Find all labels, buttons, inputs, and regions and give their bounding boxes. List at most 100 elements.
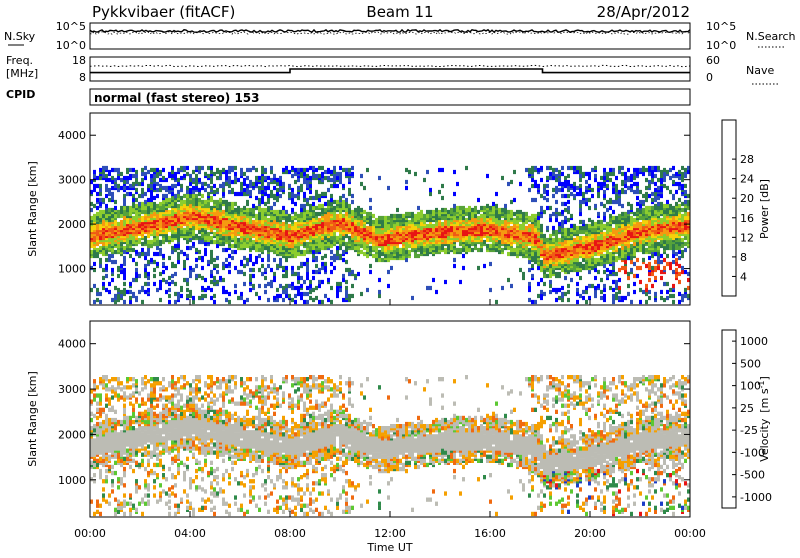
power-cell — [579, 220, 582, 224]
power-cell — [189, 294, 192, 298]
power-cell — [315, 256, 318, 260]
power-cell — [105, 166, 108, 170]
power-cell — [312, 196, 315, 200]
power-cell — [498, 208, 501, 212]
power-cell — [603, 254, 606, 258]
power-cell — [147, 252, 150, 256]
power-cell — [189, 174, 192, 178]
power-cell — [132, 278, 135, 282]
power-cell — [198, 166, 201, 170]
power-cell — [618, 286, 621, 290]
power-cell — [210, 236, 213, 240]
power-cell — [375, 258, 378, 262]
power-cell — [243, 272, 246, 276]
power-cell — [618, 252, 621, 256]
power-cell — [201, 256, 204, 260]
power-cell — [258, 206, 261, 210]
power-cell — [276, 198, 279, 202]
power-cell — [120, 270, 123, 274]
power-cell — [354, 220, 357, 224]
power-cell — [93, 262, 96, 266]
power-cell — [279, 194, 282, 198]
power-cell — [246, 262, 249, 266]
power-cell — [531, 224, 534, 228]
power-cell — [117, 294, 120, 298]
power-cell — [504, 204, 507, 208]
power-cell — [171, 166, 174, 170]
power-cell — [237, 238, 240, 242]
power-cell — [567, 218, 570, 222]
power-cell — [231, 188, 234, 192]
power-cell — [213, 240, 216, 244]
power-cell — [312, 254, 315, 258]
power-cell — [216, 176, 219, 180]
power-cell — [378, 250, 381, 254]
power-cell — [342, 274, 345, 278]
power-cell — [162, 278, 165, 282]
power-cell — [378, 290, 381, 294]
power-cell — [108, 208, 111, 212]
power-cell — [144, 172, 147, 176]
power-cell — [309, 166, 312, 170]
power-cell — [591, 284, 594, 288]
power-cell — [390, 214, 393, 218]
power-cell — [426, 286, 429, 290]
power-cell — [594, 290, 597, 294]
power-cell — [459, 248, 462, 252]
power-cell — [543, 196, 546, 200]
power-cell — [414, 214, 417, 218]
power-cell — [204, 172, 207, 176]
power-cell — [117, 210, 120, 214]
power-cell — [258, 190, 261, 194]
power-cell — [381, 252, 384, 256]
power-cell — [435, 290, 438, 294]
power-cell — [306, 300, 309, 304]
power-cell — [93, 188, 96, 192]
power-cell — [375, 230, 378, 234]
power-cell — [129, 206, 132, 210]
power-cell — [216, 244, 219, 248]
power-cell — [273, 250, 276, 254]
power-cell — [552, 288, 555, 292]
power-cell — [132, 258, 135, 262]
power-cell — [192, 232, 195, 236]
power-cell — [129, 192, 132, 196]
power-cell — [255, 206, 258, 210]
power-cell — [153, 282, 156, 286]
power-cell — [126, 176, 129, 180]
power-cell — [144, 268, 147, 272]
power-cell — [426, 244, 429, 248]
power-cell — [339, 234, 342, 238]
power-cell — [582, 296, 585, 300]
power-cell — [585, 186, 588, 190]
power-cell — [261, 190, 264, 194]
power-cell — [330, 262, 333, 266]
power-cell — [369, 226, 372, 230]
power-cell — [129, 174, 132, 178]
power-cell — [294, 226, 297, 230]
power-cell — [99, 264, 102, 268]
power-cell — [630, 268, 633, 272]
power-cell — [237, 270, 240, 274]
power-cell — [99, 246, 102, 250]
power-cell — [99, 198, 102, 202]
power-cell — [321, 262, 324, 266]
power-cell — [111, 248, 114, 252]
power-cell — [477, 198, 480, 202]
power-cell — [435, 216, 438, 220]
power-cell — [267, 282, 270, 286]
power-cell — [354, 208, 357, 212]
power-cell — [579, 294, 582, 298]
power-cell — [189, 188, 192, 192]
power-cell — [564, 292, 567, 296]
power-cell — [516, 220, 519, 224]
power-cell — [336, 252, 339, 256]
power-cell — [480, 248, 483, 252]
power-cell — [609, 226, 612, 230]
power-cell — [579, 230, 582, 234]
power-cell — [621, 188, 624, 192]
power-cell — [261, 182, 264, 186]
power-cell — [273, 210, 276, 214]
power-cell — [399, 248, 402, 252]
power-cell — [459, 206, 462, 210]
